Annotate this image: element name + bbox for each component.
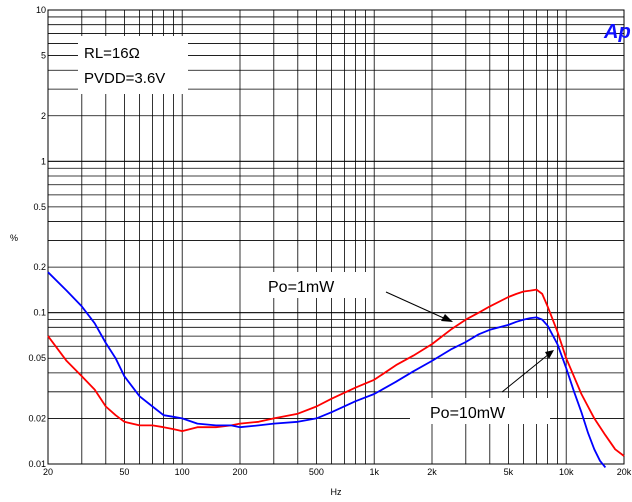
condition-pvdd: PVDD=3.6V xyxy=(84,70,165,87)
y-tick-label: 5 xyxy=(41,51,46,61)
x-tick-label: 20k xyxy=(617,467,632,477)
series-label-1mw: Po=1mW xyxy=(268,279,335,296)
y-tick-label: 0.1 xyxy=(33,308,46,318)
y-tick-label: 0.02 xyxy=(28,413,46,423)
y-tick-label: 0.5 xyxy=(33,202,46,212)
arrows xyxy=(385,291,554,393)
arrow-1mw-head xyxy=(441,314,453,322)
x-tick-label: 200 xyxy=(232,467,247,477)
x-tick-label: 50 xyxy=(119,467,129,477)
arrow-10mw-head xyxy=(545,350,554,359)
x-tick-label: 20 xyxy=(43,467,53,477)
condition-rl: RL=16Ω xyxy=(84,45,140,62)
x-tick-label: 2k xyxy=(427,467,437,477)
x-tick-label: 100 xyxy=(175,467,190,477)
x-tick-label: 5k xyxy=(504,467,514,477)
x-tick-label: 500 xyxy=(309,467,324,477)
x-axis-label: Hz xyxy=(331,487,342,497)
label-box-10mw xyxy=(410,398,550,424)
conditions-box xyxy=(78,36,188,94)
x-tick-label: 1k xyxy=(369,467,379,477)
y-tick-label: 0.01 xyxy=(28,459,46,469)
tick-labels: 20 50 100 200 500 1k 2k 5k 10k 20k 10 5 2 1 0.5 0.2 0.1 0… xyxy=(28,5,631,477)
y-tick-label: 10 xyxy=(36,5,46,15)
x-tick-label: 10k xyxy=(559,467,574,477)
label-box-1mw xyxy=(262,272,366,298)
series-line-10mw xyxy=(47,271,607,468)
series-line-1mw xyxy=(47,288,625,457)
y-tick-label: 0.2 xyxy=(33,262,46,272)
series-label-10mw: Po=10mW xyxy=(430,405,506,422)
y-tick-label: 0.05 xyxy=(28,353,46,363)
series-lines xyxy=(47,271,625,468)
y-tick-label: 1 xyxy=(41,156,46,166)
y-tick-label: 2 xyxy=(41,111,46,121)
arrow-1mw-line xyxy=(385,291,449,321)
y-axis-label: % xyxy=(10,233,18,243)
arrow-10mw-line xyxy=(501,353,550,393)
audio-precision-logo: Ap xyxy=(603,21,631,43)
